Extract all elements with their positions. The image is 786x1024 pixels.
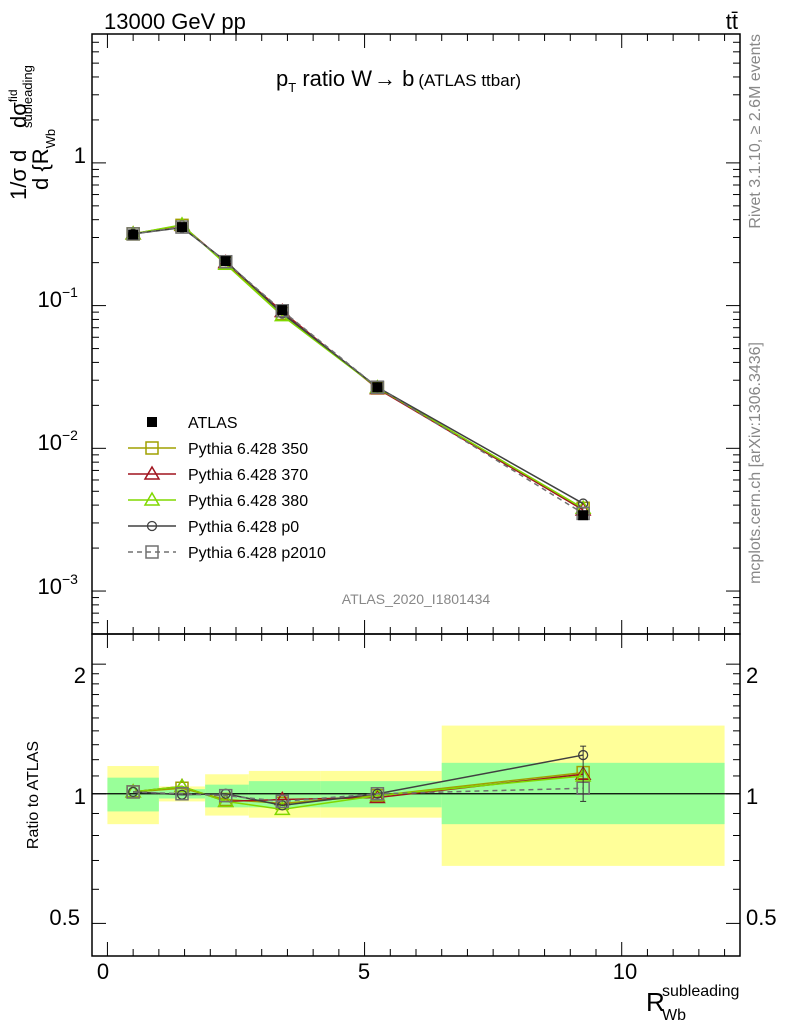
svg-text:dσfid: dσfid <box>6 89 31 128</box>
energy-label: 13000 GeV pp <box>104 9 246 34</box>
y-tick-label-10m2-exp: −2 <box>62 427 78 443</box>
legend-label-2: Pythia 6.428 370 <box>188 467 308 484</box>
ratio-point-2-3 <box>273 790 291 806</box>
main-point-5-2 <box>218 254 233 269</box>
ratio-y-tick-05-right: 0.5 <box>746 905 777 930</box>
x-title-sup: subleading <box>662 983 739 1000</box>
y-tick-label-1: 1 <box>74 143 86 168</box>
legend-marker-3 <box>143 491 161 506</box>
main-point-5-1 <box>175 220 189 234</box>
x-tick-label-10: 10 <box>613 959 637 984</box>
svg-text:d {RWb: d {RWb <box>28 129 58 190</box>
plot-title: pT ratio W→ b (ATLAS ttbar) <box>276 66 521 95</box>
y-title-sup: subleading <box>20 65 35 128</box>
legend-label-0: ATLAS <box>188 415 238 432</box>
ratio-y-tick-1-right: 1 <box>746 784 758 809</box>
atlas-point-5 <box>578 510 589 521</box>
ratio-point-4-4 <box>372 788 383 799</box>
legend-marker-0 <box>147 417 157 427</box>
legend-marker-2 <box>143 465 161 480</box>
y-title-numerator-sup: fid <box>6 89 20 102</box>
main-series-line-4 <box>133 226 584 505</box>
ratio-point-5-4 <box>370 787 385 801</box>
atlas-point-3 <box>277 305 288 316</box>
main-ticks <box>92 33 740 635</box>
ratio-y-title: Ratio to ATLAS <box>25 741 42 849</box>
ratio-y-tick-1: 1 <box>74 784 86 809</box>
x-axis-title: R subleading Wb <box>646 983 739 1024</box>
ratio-series-line-5 <box>133 787 584 803</box>
y-tick-label-10m2-base: 10 <box>38 430 62 455</box>
legend-label-3: Pythia 6.428 380 <box>188 493 308 510</box>
legend: ATLAS Pythia 6.428 350 Pythia 6.428 370 Pyt… <box>128 415 326 562</box>
y-tick-label-10m3-base: 10 <box>38 574 62 599</box>
ratio-point-4-3 <box>277 800 288 811</box>
rivet-label: Rivet 3.1.10, ≥ 2.6M events <box>747 34 764 229</box>
ratio-point-5-3 <box>275 794 290 809</box>
main-plot-frame <box>91 33 741 635</box>
legend-label-1: Pythia 6.428 350 <box>188 441 308 458</box>
ratio-point-5-1 <box>175 787 189 801</box>
ratio-data <box>124 745 592 816</box>
ratio-point-5-2 <box>218 788 233 803</box>
main-point-5-0 <box>126 227 140 241</box>
y-title-prefix: 1/σ d <box>6 150 31 200</box>
main-y-title: 1/σ d dσfid d {RWb subleading <box>6 65 58 200</box>
legend-marker-5 <box>145 545 159 559</box>
analysis-label: ATLAS_2020_I1801434 <box>342 591 491 607</box>
main-point-5-3 <box>275 304 290 318</box>
legend-marker-1 <box>145 441 159 455</box>
x-title-R: R <box>646 987 665 1017</box>
y-tick-label-10m1-exp: −1 <box>62 284 78 300</box>
y-title-denominator: d {R <box>28 148 53 190</box>
legend-marker-4 <box>146 520 158 532</box>
svg-text:1/σ d: 1/σ d <box>6 150 31 200</box>
ratio-point-3-2 <box>217 792 235 808</box>
ratio-band-green-0 <box>107 777 159 812</box>
ratio-series-line-4 <box>133 754 584 807</box>
process-label: tt̄ <box>726 9 738 34</box>
atlas-point-4 <box>372 382 383 393</box>
legend-label-5: Pythia 6.428 p2010 <box>188 545 326 562</box>
ratio-bands <box>92 725 740 866</box>
atlas-point-2 <box>220 256 231 267</box>
y-tick-label-10m3-exp: −3 <box>62 571 78 587</box>
ratio-y-tick-2: 2 <box>74 663 86 688</box>
x-tick-label-0: 0 <box>97 959 109 984</box>
main-series-line-5 <box>133 226 584 515</box>
legend-label-4: Pythia 6.428 p0 <box>188 519 299 536</box>
y-title-numerator: dσ <box>6 102 31 128</box>
main-data <box>124 216 592 521</box>
main-point-5-4 <box>370 380 385 394</box>
atlas-point-0 <box>128 229 139 240</box>
ratio-y-tick-05: 0.5 <box>49 905 80 930</box>
ratio-point-3-1 <box>173 777 191 793</box>
ratio-point-5-0 <box>126 785 140 799</box>
x-tick-label-5: 5 <box>358 959 370 984</box>
ratio-ticks <box>92 634 740 956</box>
y-title-denominator-sub: Wb <box>43 129 58 149</box>
x-title-sub: Wb <box>662 1007 686 1024</box>
atlas-point-1 <box>177 222 187 233</box>
y-tick-label-10m1-base: 10 <box>38 287 62 312</box>
ratio-y-tick-2-right: 2 <box>746 663 758 688</box>
mcplots-label: mcplots.cern.ch [arXiv:1306.3436] <box>747 342 764 584</box>
